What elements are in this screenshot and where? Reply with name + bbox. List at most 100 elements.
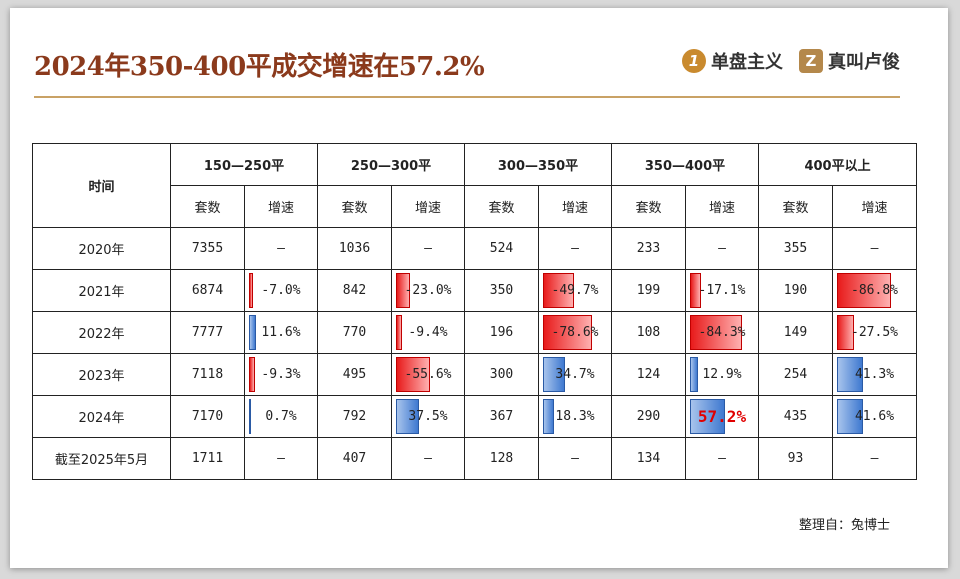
count-cell: 108 — [611, 311, 686, 354]
count-header: 套数 — [611, 185, 686, 228]
count-cell: 124 — [611, 353, 686, 396]
group-header: 150—250平 — [170, 143, 318, 186]
highlight-rate-value: 57.2% — [697, 407, 747, 426]
rate-value: 0.7% — [265, 409, 297, 424]
negative-rate-bar — [837, 315, 854, 350]
rate-value: -55.6% — [404, 367, 452, 382]
time-header: 时间 — [32, 143, 171, 228]
rate-cell: -84.3% — [685, 311, 759, 354]
rate-value: — — [571, 241, 579, 256]
rate-value: -78.6% — [551, 325, 599, 340]
count-header: 套数 — [464, 185, 539, 228]
negative-rate-bar — [249, 357, 255, 392]
positive-rate-bar — [690, 399, 725, 434]
group-header: 400平以上 — [757, 143, 918, 186]
brand-danpan-logo-icon: 1 — [682, 49, 706, 73]
negative-rate-bar — [837, 273, 891, 308]
rate-value: — — [718, 241, 726, 256]
rate-cell: -9.4% — [391, 311, 465, 354]
rate-value: 34.7% — [555, 367, 595, 382]
positive-rate-bar — [690, 357, 698, 392]
positive-rate-bar — [249, 315, 256, 350]
table-body: 2020年 7355 — 1036 — 524 — 233 — 355 — 2021年 6874 -7.0… — [32, 227, 918, 480]
year-cell: 2022年 — [32, 311, 171, 354]
rate-cell: -17.1% — [685, 269, 759, 312]
rate-cell: -78.6% — [538, 311, 612, 354]
year-cell: 2024年 — [32, 395, 171, 438]
count-header: 套数 — [317, 185, 392, 228]
table-row: 2021年 6874 -7.0% 842 -23.0% 350 -49.7% 199 -17.1… — [32, 269, 918, 312]
rate-value: -23.0% — [404, 283, 452, 298]
count-cell: 149 — [758, 311, 833, 354]
positive-rate-bar — [543, 399, 554, 434]
count-cell: 792 — [317, 395, 392, 438]
count-cell: 367 — [464, 395, 539, 438]
count-cell: 199 — [611, 269, 686, 312]
rate-value: — — [277, 451, 285, 466]
source-note: 整理自：兔博士 — [798, 518, 890, 533]
negative-rate-bar — [543, 315, 592, 350]
rate-cell: 41.3% — [831, 353, 918, 396]
page-title: 2024年350-400平成交增速在57.2% — [34, 52, 485, 82]
positive-rate-bar — [837, 399, 863, 434]
year-cell: 截至2025年5月 — [32, 437, 171, 480]
count-cell: 524 — [464, 227, 539, 270]
count-cell: 355 — [758, 227, 833, 270]
brand-lujun-logo-icon: Z — [799, 49, 823, 73]
positive-rate-bar — [543, 357, 565, 392]
count-cell: 1711 — [170, 437, 245, 480]
title-divider — [34, 96, 900, 98]
count-cell: 7118 — [170, 353, 245, 396]
year-cell: 2021年 — [32, 269, 171, 312]
rate-cell: 57.2% — [685, 395, 759, 438]
rate-value: 18.3% — [555, 409, 595, 424]
rate-cell: 12.9% — [685, 353, 759, 396]
rate-cell: — — [685, 437, 759, 480]
rate-value: -9.3% — [261, 367, 301, 382]
rate-header: 增速 — [244, 185, 318, 228]
sub-header-row: 套数 增速 套数 增速 套数 增速 套数 增速 套数 增速 — [33, 185, 918, 228]
count-cell: 290 — [611, 395, 686, 438]
negative-rate-bar — [543, 273, 574, 308]
rate-cell: 18.3% — [538, 395, 612, 438]
rate-value: — — [870, 451, 879, 466]
negative-rate-bar — [396, 357, 430, 392]
positive-rate-bar — [396, 399, 419, 434]
rate-value: 12.9% — [702, 367, 742, 382]
table-row: 截至2025年5月 1711 — 407 — 128 — 134 — 93 — — [32, 437, 918, 480]
count-cell: 407 — [317, 437, 392, 480]
brand-logos: 1 单盘主义 Z 真叫卢俊 — [682, 48, 900, 74]
rate-cell: -86.8% — [831, 269, 918, 312]
rate-value: — — [424, 451, 432, 466]
slide: 2024年350-400平成交增速在57.2% 1 单盘主义 Z 真叫卢俊 时间… — [10, 8, 948, 568]
rate-cell: -55.6% — [391, 353, 465, 396]
count-cell: 190 — [758, 269, 833, 312]
group-header: 250—300平 — [317, 143, 465, 186]
count-cell: 254 — [758, 353, 833, 396]
count-cell: 134 — [611, 437, 686, 480]
brand-danpan: 1 单盘主义 — [682, 48, 783, 74]
rate-value: — — [571, 451, 579, 466]
count-cell: 300 — [464, 353, 539, 396]
rate-cell: — — [391, 437, 465, 480]
negative-rate-bar — [396, 273, 410, 308]
group-header: 350—400平 — [611, 143, 759, 186]
count-cell: 495 — [317, 353, 392, 396]
year-cell: 2020年 — [32, 227, 171, 270]
rate-header: 增速 — [391, 185, 465, 228]
rate-cell: 41.6% — [831, 395, 918, 438]
rate-header: 增速 — [685, 185, 759, 228]
brand-lujun-name: 真叫卢俊 — [828, 52, 900, 73]
count-cell: 350 — [464, 269, 539, 312]
brand-lujun: Z 真叫卢俊 — [799, 48, 900, 74]
rate-header: 增速 — [538, 185, 612, 228]
rate-cell: -49.7% — [538, 269, 612, 312]
rate-cell: -7.0% — [244, 269, 318, 312]
count-cell: 1036 — [317, 227, 392, 270]
count-cell: 233 — [611, 227, 686, 270]
rate-cell: -9.3% — [244, 353, 318, 396]
rate-cell: — — [685, 227, 759, 270]
rate-cell: 37.5% — [391, 395, 465, 438]
rate-cell: — — [831, 437, 918, 480]
sales-table: 时间 150—250平 250—300平 300—350平 350—400平 4… — [32, 143, 918, 480]
